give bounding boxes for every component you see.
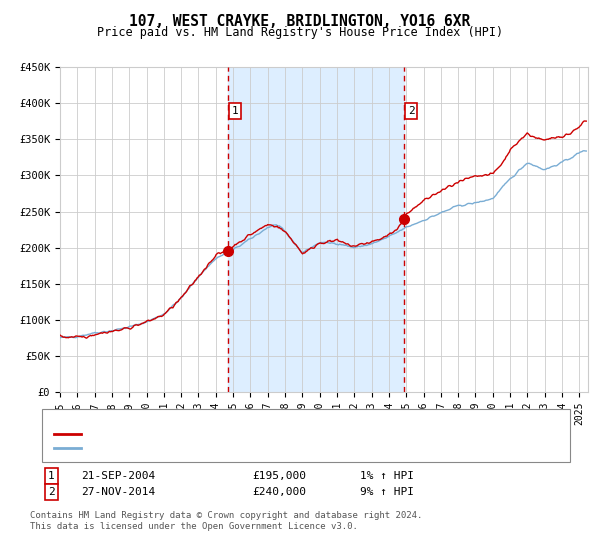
Bar bbox=[228, 67, 404, 392]
Text: 1: 1 bbox=[232, 106, 238, 116]
Text: 27-NOV-2014: 27-NOV-2014 bbox=[81, 487, 155, 497]
Text: 21-SEP-2004: 21-SEP-2004 bbox=[81, 471, 155, 481]
Text: 2: 2 bbox=[408, 106, 415, 116]
Text: 1: 1 bbox=[48, 471, 55, 481]
Text: Contains HM Land Registry data © Crown copyright and database right 2024.: Contains HM Land Registry data © Crown c… bbox=[30, 511, 422, 520]
Text: 2: 2 bbox=[48, 487, 55, 497]
Text: HPI: Average price, detached house, East Riding of Yorkshire: HPI: Average price, detached house, East… bbox=[84, 443, 459, 453]
Text: 107, WEST CRAYKE, BRIDLINGTON, YO16 6XR: 107, WEST CRAYKE, BRIDLINGTON, YO16 6XR bbox=[130, 14, 470, 29]
Text: 1% ↑ HPI: 1% ↑ HPI bbox=[360, 471, 414, 481]
Text: £195,000: £195,000 bbox=[252, 471, 306, 481]
Text: This data is licensed under the Open Government Licence v3.0.: This data is licensed under the Open Gov… bbox=[30, 522, 358, 531]
Text: £240,000: £240,000 bbox=[252, 487, 306, 497]
Text: 107, WEST CRAYKE, BRIDLINGTON, YO16 6XR (detached house): 107, WEST CRAYKE, BRIDLINGTON, YO16 6XR … bbox=[84, 429, 434, 439]
Text: 9% ↑ HPI: 9% ↑ HPI bbox=[360, 487, 414, 497]
Text: Price paid vs. HM Land Registry's House Price Index (HPI): Price paid vs. HM Land Registry's House … bbox=[97, 26, 503, 39]
